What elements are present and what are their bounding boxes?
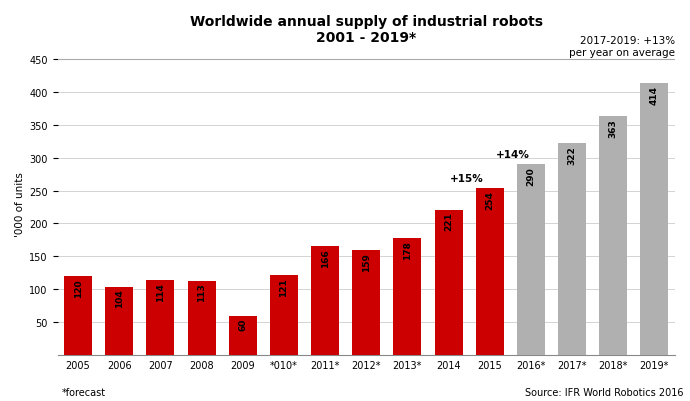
Text: 166: 166 (321, 248, 330, 267)
Bar (435, 210, 462, 355)
Text: 104: 104 (115, 289, 124, 308)
Text: 322: 322 (568, 146, 577, 164)
Text: 363: 363 (609, 119, 618, 138)
Text: 159: 159 (362, 253, 371, 271)
Bar (353, 251, 380, 355)
Text: *forecast: *forecast (62, 387, 106, 397)
Text: +14%: +14% (495, 150, 529, 160)
Text: 2017-2019: +13%
per year on average: 2017-2019: +13% per year on average (569, 36, 675, 58)
Text: 60: 60 (238, 318, 247, 330)
Bar (188, 281, 215, 355)
Bar (393, 238, 422, 355)
Bar (64, 276, 92, 355)
Text: 254: 254 (485, 190, 494, 209)
Text: 414: 414 (650, 85, 659, 104)
Bar (558, 144, 586, 355)
Title: Worldwide annual supply of industrial robots
2001 - 2019*: Worldwide annual supply of industrial ro… (190, 15, 543, 45)
Bar (270, 276, 298, 355)
Text: 120: 120 (74, 278, 83, 297)
Text: 178: 178 (403, 240, 412, 259)
Text: 114: 114 (156, 282, 165, 301)
Y-axis label: '000 of units: '000 of units (15, 172, 25, 237)
Text: 121: 121 (279, 278, 288, 296)
Bar (476, 188, 504, 355)
Bar (229, 316, 257, 355)
Text: +15%: +15% (451, 173, 484, 183)
Bar (106, 287, 133, 355)
Text: Source: IFR World Robotics 2016: Source: IFR World Robotics 2016 (524, 387, 683, 397)
Text: 290: 290 (526, 167, 535, 185)
Text: 113: 113 (197, 283, 206, 302)
Bar (146, 280, 175, 355)
Bar (640, 83, 669, 355)
Bar (599, 117, 627, 355)
Bar (311, 246, 339, 355)
Text: 221: 221 (444, 212, 453, 231)
Bar (517, 165, 545, 355)
